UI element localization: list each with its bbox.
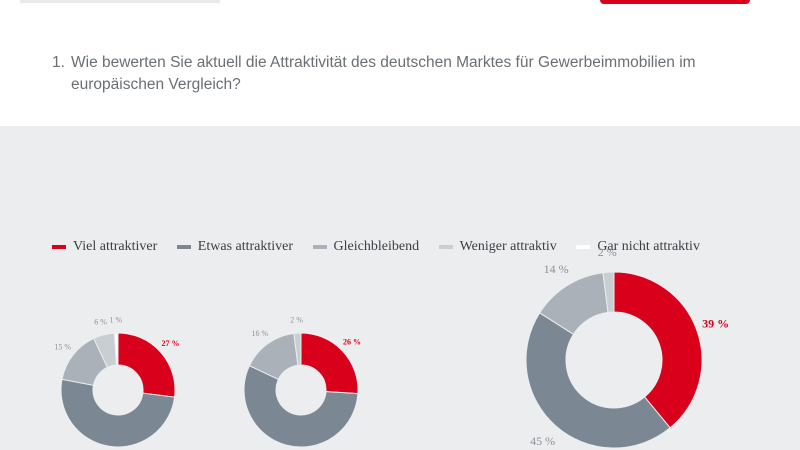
data-label: 45 %	[530, 434, 555, 448]
data-label: 1 %	[109, 316, 122, 325]
data-label: 2 %	[598, 245, 617, 259]
donut-slice	[60, 378, 176, 448]
legend-swatch	[438, 245, 453, 249]
legend: Viel attraktiver Etwas attraktiver Gleic…	[52, 238, 716, 255]
donut-slice	[300, 332, 359, 395]
donut-slice	[613, 271, 703, 429]
legend-item-gar-nicht: Gar nicht attraktiv	[576, 239, 700, 255]
donut-slice	[293, 332, 302, 366]
data-label: 26 %	[343, 338, 361, 347]
donut-chart-2: 26 %56 %16 %2 %	[243, 316, 361, 448]
question-number: 1.	[52, 54, 65, 71]
legend-label: Gleichbleibend	[333, 239, 420, 254]
donut-slice	[525, 312, 671, 449]
data-label: 16 %	[252, 329, 269, 338]
legend-swatch	[312, 245, 327, 249]
legend-item-etwas: Etwas attraktiver	[176, 239, 294, 255]
question-text: Wie bewerten Sie aktuell die Attraktivit…	[71, 54, 696, 93]
legend-label: Weniger attraktiv	[459, 239, 557, 254]
donut-slice	[602, 271, 615, 313]
brand-accent-bar	[600, 0, 750, 4]
legend-item-weniger: Weniger attraktiv	[438, 239, 557, 255]
legend-swatch	[576, 245, 591, 249]
legend-item-gleich: Gleichbleibend	[312, 239, 420, 255]
data-label: 15 %	[54, 343, 71, 352]
legend-label: Etwas attraktiver	[197, 239, 294, 254]
legend-swatch	[176, 245, 191, 249]
donut-chart-1: 27 %51 %15 %6 %1 %	[54, 316, 180, 448]
header-rule	[20, 0, 220, 3]
legend-label: Gar nicht attraktiv	[597, 239, 700, 254]
donut-slice	[113, 332, 119, 366]
donut-slice	[243, 365, 359, 448]
data-label: 6 %	[94, 318, 107, 327]
legend-label: Viel attraktiver	[73, 239, 158, 254]
data-label: 39 %	[702, 316, 729, 330]
donut-chart-3: 39 % 45 % 14 % 2 %	[525, 245, 729, 449]
data-label: 2 %	[290, 316, 303, 325]
legend-swatch	[52, 245, 66, 249]
legend-item-viel: Viel attraktiver	[52, 239, 157, 255]
data-label: 27 %	[162, 339, 180, 348]
question: 1. Wie bewerten Sie aktuell die Attrakti…	[52, 52, 772, 96]
data-label: 14 %	[544, 262, 569, 276]
donut-slice	[117, 332, 176, 398]
